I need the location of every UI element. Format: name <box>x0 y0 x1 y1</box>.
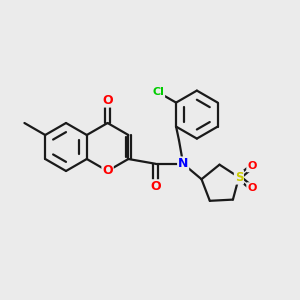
Text: O: O <box>247 183 256 193</box>
Text: N: N <box>178 157 188 170</box>
Text: O: O <box>247 161 256 172</box>
Text: Cl: Cl <box>152 87 164 98</box>
Text: O: O <box>102 94 113 107</box>
Text: O: O <box>150 180 161 193</box>
Text: S: S <box>235 171 243 184</box>
Text: O: O <box>102 164 113 178</box>
